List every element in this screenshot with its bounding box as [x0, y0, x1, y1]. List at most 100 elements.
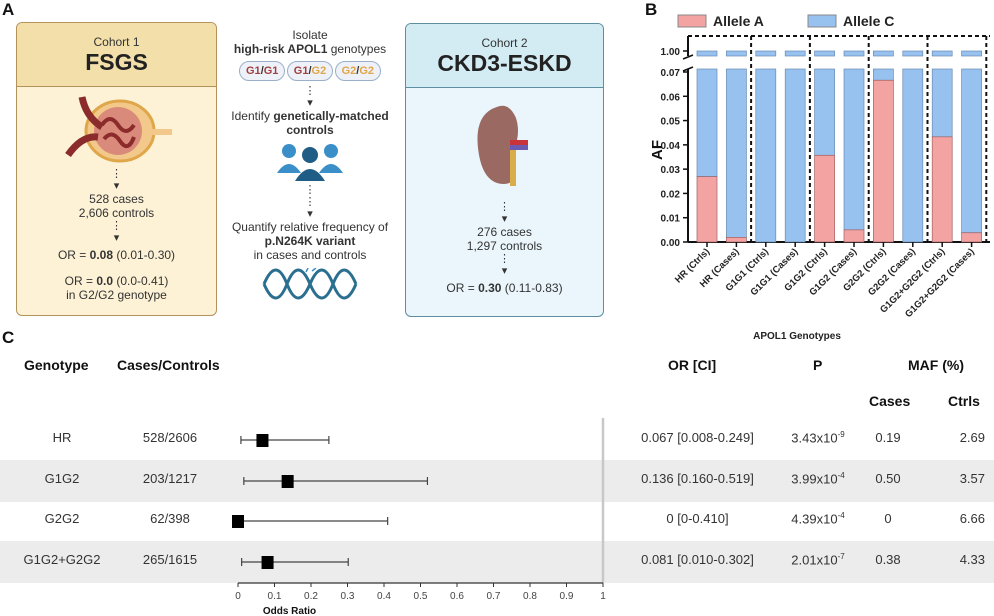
row-shade: [0, 460, 994, 502]
y-tick-label: 0.07: [661, 68, 681, 79]
or-ci-cell: 0.136 [0.160-0.519]: [641, 471, 754, 486]
cases-controls-cell: 528/2606: [142, 430, 198, 445]
bar-allele-c: [696, 68, 718, 178]
maf-ctrls-cell: 2.69: [959, 430, 985, 445]
or-value: 0.08: [89, 248, 113, 262]
y-tick-label: 0.06: [661, 92, 681, 103]
maf-cases-cell: 0.38: [875, 552, 901, 567]
cohort1-or: OR = 0.08 (0.01-0.30): [17, 248, 216, 262]
x-tick-label: 0: [235, 591, 241, 602]
pill-g1g2: G1/G2: [286, 61, 334, 81]
pill-g1g1: G1/G1: [239, 61, 286, 81]
cohort2-or: OR = 0.30 (0.11-0.83): [446, 281, 563, 295]
or-prefix: OR =: [64, 274, 97, 288]
bar-allele-c-upper: [755, 50, 777, 57]
bar-allele-a: [873, 79, 894, 243]
bar-allele-c-upper: [961, 50, 982, 57]
header-genotype: Genotype: [24, 357, 89, 373]
bar-allele-c: [843, 68, 865, 231]
bar-allele-a: [696, 176, 718, 243]
cases-controls-cell: 265/1615: [142, 552, 198, 567]
x-axis-label: APOL1 Genotypes: [753, 331, 841, 342]
row-shade: [0, 541, 994, 583]
pill-g2g2: G2/G2: [334, 61, 381, 81]
x-tick-label: 0.4: [377, 591, 391, 602]
people-icon: [277, 144, 343, 181]
step3-line1: Quantify relative frequency of: [231, 220, 389, 234]
bar-allele-c-upper: [814, 50, 835, 57]
y-tick-label: 0.05: [661, 117, 681, 128]
p-value-cell: 2.01x10-7: [791, 552, 845, 568]
bar-allele-c: [873, 68, 894, 81]
y-tick-label: 0.00: [661, 238, 681, 249]
header-maf-cases: Cases: [869, 393, 911, 409]
bar-allele-c: [784, 68, 806, 243]
bar-allele-c-upper: [902, 50, 924, 57]
axis-break-mark: [682, 54, 694, 72]
cohort1-title: FSGS: [85, 49, 148, 75]
bar-allele-c: [902, 68, 924, 243]
maf-ctrls-cell: 4.33: [959, 552, 985, 567]
legend-swatch-allele-a: [677, 14, 707, 28]
x-tick-label: 0.5: [414, 591, 428, 602]
bar-allele-c-upper: [696, 50, 718, 57]
genotype-cell: HR: [52, 430, 72, 445]
genotype-cell: G1G2+G2G2: [23, 552, 101, 567]
header-maf: MAF (%): [908, 357, 964, 373]
or-marker: [256, 434, 269, 447]
cohort1-header: Cohort 1 FSGS: [17, 23, 216, 87]
bar-allele-a: [726, 237, 747, 243]
cohort1-or2-note: in G2/G2 genotype: [66, 288, 167, 302]
cohort2-cases: 276 cases: [477, 225, 532, 239]
x-tick-label: 0.8: [523, 591, 537, 602]
y-tick-label: 0.02: [661, 189, 681, 200]
panel-a-label: A: [2, 0, 15, 19]
cases-controls-cell: 203/1217: [142, 471, 198, 486]
step1-line2: high-risk APOL1 genotypes: [222, 42, 398, 56]
forest-plot: 0 0.1 0.2 0.3 0.4 0.5 0.6 0.7 0.8 0.9 1 Odds Ratio: [232, 418, 606, 616]
x-tick-label: 0.1: [268, 591, 282, 602]
maf-cases-cell: 0: [884, 511, 892, 526]
arrow-down-icon: ⋮ ▾: [304, 85, 316, 109]
arrow-down-icon: ⋮ ▾: [111, 168, 122, 192]
bar-allele-c-upper: [784, 50, 806, 57]
bar-allele-a: [843, 229, 865, 243]
legend-label-allele-a: Allele A: [713, 13, 764, 29]
step1-bold: high-risk APOL1: [233, 42, 328, 56]
bar-allele-a: [814, 154, 835, 243]
or-prefix: OR =: [57, 248, 90, 262]
glomerulus-icon: [64, 96, 174, 163]
p-value-cell: 3.43x10-9: [791, 430, 845, 446]
step3-rest: in cases and controls: [253, 248, 367, 262]
kidney-icon: [476, 105, 528, 186]
or-ci: (0.0-0.41): [113, 274, 169, 288]
cases-controls-cell: 62/398: [150, 511, 190, 526]
or-marker: [261, 556, 274, 569]
x-tick-label: 0.3: [341, 591, 355, 602]
cohort2-header: Cohort 2 CKD3-ESKD: [406, 24, 603, 88]
cohort1-box: Cohort 1 FSGS ⋮ ▾ 528 cases 2,606 control…: [16, 22, 217, 316]
or-ci-cell: 0 [0-0.410]: [666, 511, 729, 526]
panel-b-label: B: [645, 0, 658, 19]
genotype-pills: G1/G1 G1/G2 G2/G2: [222, 61, 398, 81]
y-tick-label: 1.00: [661, 47, 681, 58]
arrow-down-icon: ⋮ ⋮ ▾: [304, 184, 316, 220]
cohort2-box: Cohort 2 CKD3-ESKD ⋮ ▾ 276 cases 1,297 co…: [405, 23, 604, 317]
y-tick-label: 0.01: [661, 214, 681, 225]
cohort2-title: CKD3-ESKD: [437, 50, 572, 76]
workflow-column: Isolate high-risk APOL1 genotypes G1/G1 …: [222, 28, 398, 303]
x-tick-label: 0.2: [304, 591, 318, 602]
cohort2-controls: 1,297 controls: [466, 239, 543, 253]
bar-allele-c-upper: [726, 50, 747, 57]
header-or-ci: OR [CI]: [668, 357, 717, 373]
bar-allele-c-upper: [843, 50, 865, 57]
x-axis-label: Odds Ratio: [263, 606, 316, 616]
x-tick-label: 0.9: [560, 591, 574, 602]
y-tick-label: 0.04: [661, 141, 681, 152]
bar-allele-a: [961, 232, 982, 243]
x-tick-label: 0.7: [487, 591, 501, 602]
bar-allele-c: [961, 68, 982, 234]
step1-rest: genotypes: [327, 42, 387, 56]
y-axis-label: AF: [649, 140, 666, 160]
